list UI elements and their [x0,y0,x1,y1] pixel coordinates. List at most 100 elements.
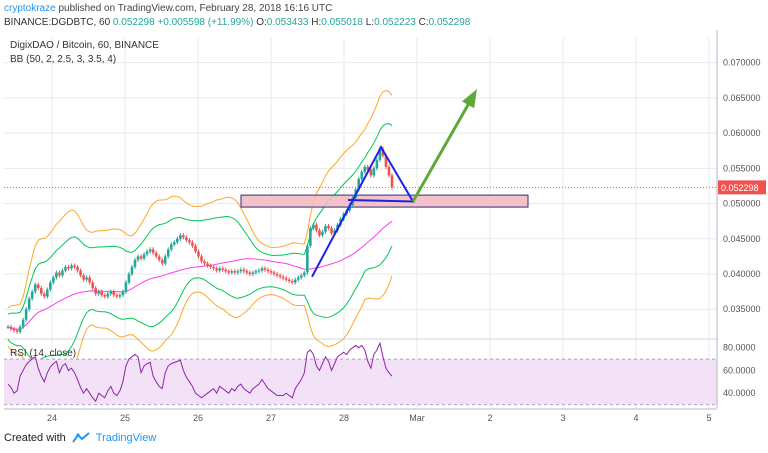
candle-body [263,268,267,270]
candle-body [257,270,261,272]
candle-body [154,252,158,257]
last-price-label: 0.052298 [721,183,759,193]
candle-body [218,268,221,271]
candle-body [100,291,104,296]
time-tick-label: 28 [339,413,349,423]
candle-body [278,275,282,277]
candle-body [142,254,146,259]
time-tick-label: 25 [120,413,130,423]
change-value: +0.005598 (+11.99%) [157,17,254,28]
candle-body [64,266,67,271]
candle-body [281,276,285,279]
candle-body [121,291,125,296]
candle-body [46,289,49,297]
bb-upper-outer [7,89,393,309]
candle-body [24,309,28,320]
price-tick-label: 0.040000 [723,269,761,279]
candle-body [378,148,382,160]
candle-body [85,277,88,280]
candle-body [106,293,110,297]
candle-body [357,178,361,190]
candle-body [266,269,270,272]
candle-body [269,271,273,273]
axes: 0.070000 0.065000 0.060000 0.055000 0.050000… [4,30,761,423]
drawings: 0.052298 [4,89,766,278]
candle-body [390,175,394,188]
publish-header: cryptokraze published on TradingView.com… [4,3,332,14]
time-tick-label: 5 [706,413,711,423]
candle-body [315,224,318,231]
candle-body [324,226,327,232]
candle-body [230,271,234,273]
price-tick-label: 0.065000 [723,93,761,103]
triangle-pattern [311,145,415,278]
candle-body [21,319,25,327]
candle-body [245,271,249,273]
candle-body [194,245,197,252]
projection-arrow-head [461,89,477,109]
candle-body [91,282,94,289]
last-price-value: 0.052298 [112,17,155,28]
symbol-bar: BINANCE:DGDBTC, 60 0.052298 +0.005598 (+… [4,17,470,28]
symbol-label: BINANCE:DGDBTC, 60 [4,17,111,28]
open-value: 0.053433 [266,17,309,28]
author-link[interactable]: cryptokraze [4,3,56,14]
open-label: O: [256,17,267,28]
rsi-tick-label: 80.0000 [723,343,756,353]
candle-body [275,274,279,276]
candle-body [248,272,252,275]
candle-body [145,251,149,255]
candle-body [109,291,113,294]
candle-body [18,326,22,332]
price-tick-label: 0.060000 [723,128,761,138]
price-tick-label: 0.035000 [723,304,761,314]
candle-body [233,271,237,273]
created-with-text: Created with [4,432,66,444]
candle-body [133,259,137,267]
projection-arrow [411,93,476,203]
low-value: 0.052223 [374,17,416,28]
candle-body [127,274,131,283]
candle-body [73,265,76,267]
candle-body [70,265,73,269]
candle-body [12,328,16,331]
candle-body [221,268,224,270]
candle-body [6,326,10,328]
candle-body [160,259,164,264]
high-value: 0.055018 [321,17,363,28]
candle-body [375,159,379,169]
price-tick-label: 0.055000 [723,163,761,173]
time-tick-label: 26 [193,413,203,423]
time-tick-label: 3 [560,413,565,423]
candle-body [79,270,82,276]
rsi-label: RSI (14, close) [10,348,76,359]
candle-body [55,272,58,278]
candle-body [176,238,179,243]
candle-body [169,244,173,250]
candle-body [58,272,61,276]
tradingview-brand-link[interactable]: TradingView [95,432,157,444]
footer: Created with TradingView [4,432,156,444]
candle-body [67,266,70,269]
candle-body [88,277,91,283]
rsi-line [7,341,393,403]
candle-body [224,269,228,272]
candle-body [333,230,336,234]
grid [4,38,717,408]
price-chart[interactable]: 0.052298 0.070000 0.065000 0.060000 0.05500… [0,30,768,430]
candle-body [327,226,330,229]
candle-body [179,235,182,239]
candle-body [272,272,276,275]
candle-body [27,298,31,310]
candle-body [9,326,13,329]
candle-body [251,272,255,275]
candle-body [212,266,215,269]
candle-body [372,168,376,176]
candle-body [103,295,107,297]
candle-body [188,240,191,243]
tradingview-logo-icon [71,432,90,443]
candle-body [94,288,97,294]
candle-body [293,279,297,283]
time-tick-label: 2 [487,413,492,423]
